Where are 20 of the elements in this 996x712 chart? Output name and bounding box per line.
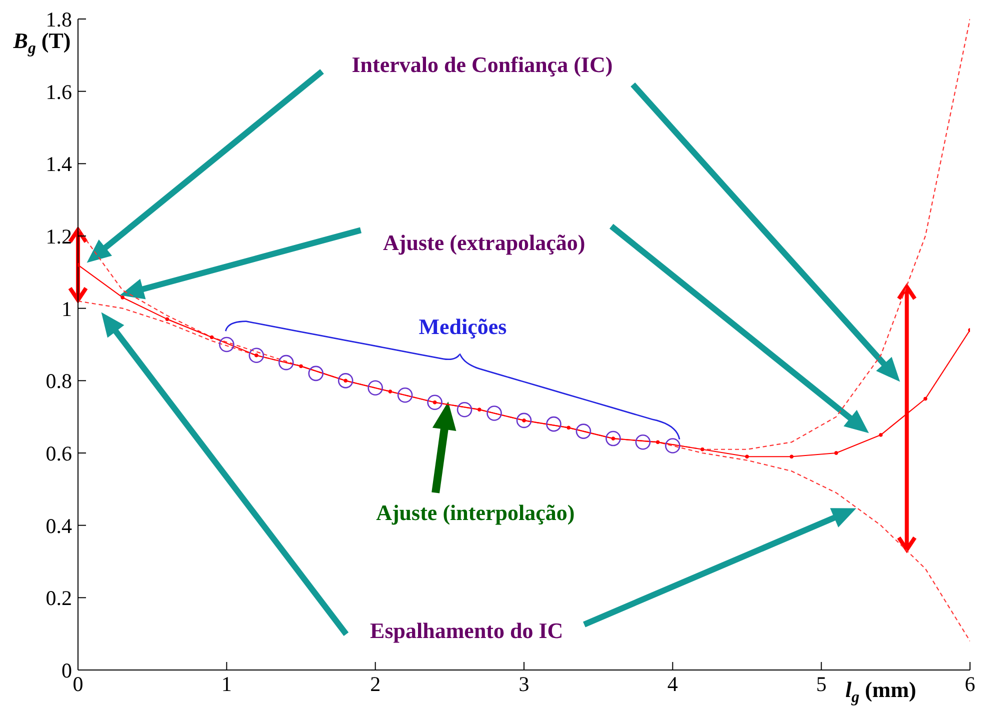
x-tick-label: 6 bbox=[964, 672, 976, 696]
x-tick-label: 4 bbox=[667, 672, 678, 696]
annotation: Medições bbox=[418, 314, 507, 340]
y-tick-label: 0.8 bbox=[46, 369, 72, 394]
x-axis-title: l$_{g}$ (mm) bbox=[845, 677, 916, 706]
annotation: Intervalo de Confiança (IC) bbox=[352, 52, 613, 78]
x-tick-label: 2 bbox=[370, 672, 381, 696]
y-tick-label: 1.4 bbox=[46, 152, 72, 176]
annotation: Espalhamento do IC bbox=[370, 618, 564, 644]
x-tick-label: 3 bbox=[518, 672, 530, 696]
y-tick-label: 1.6 bbox=[46, 80, 72, 104]
y-tick-label: 1.2 bbox=[46, 224, 72, 248]
y-tick-label: 0.6 bbox=[46, 441, 72, 466]
x-tick-label: 5 bbox=[816, 672, 827, 696]
y-tick-label: 0.2 bbox=[46, 586, 72, 610]
annotation: Ajuste (interpolação) bbox=[376, 500, 575, 526]
y-tick-label: 0.4 bbox=[46, 514, 72, 538]
x-tick-label: 1 bbox=[221, 672, 232, 696]
y-tick-label: 1 bbox=[62, 296, 72, 321]
annotation: Ajuste (extrapolação) bbox=[383, 230, 586, 256]
